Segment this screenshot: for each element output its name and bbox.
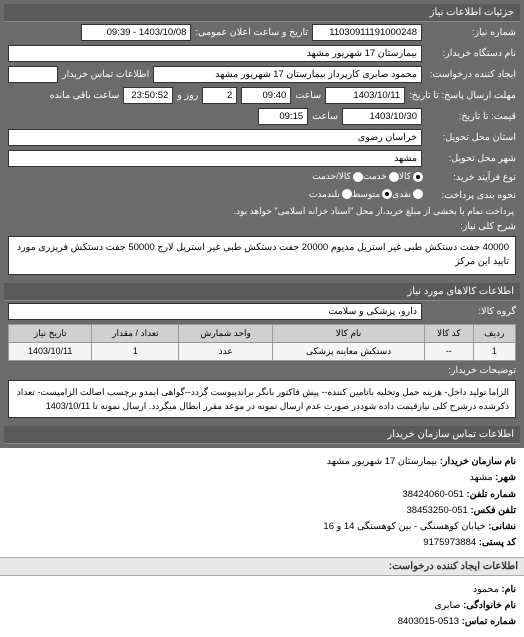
row-city: شهر محل تحویل: مشهد [4,148,520,169]
radio-circle-icon [413,189,423,199]
label-time1: ساعت [295,90,321,101]
table-cell: 1 [92,342,179,360]
label-requester: ایجاد کننده درخواست: [426,69,516,80]
label-org: نام دستگاه خریدار: [426,48,516,59]
row-keywords: شرح کلی نیاز: [4,219,520,234]
pay-note: پرداخت تمام یا بخشی از مبلغ خرید،از محل … [4,204,520,219]
radio-label: کالا/خدمت [312,171,351,182]
label-price-to: قیمت: تا تاریخ: [426,111,516,122]
radio-pay-نقدی[interactable]: نقدی [392,189,423,200]
table-header-cell: واحد شمارش [179,324,273,342]
contact-city: شهر: مشهد [8,470,516,486]
radio-circle-icon [389,172,399,182]
radio-label: متوسط [352,189,380,200]
label-announce: تاریخ و ساعت اعلان عمومی: [195,27,308,38]
radio-circle-icon [382,189,392,199]
table-header-cell: ردیف [473,324,516,342]
contact-post: کد پستی: 9175973884 [8,535,516,551]
radio-item-کالا[interactable]: کالا [399,171,423,182]
table-cell: عدد [179,342,273,360]
panel-header-goods: اطلاعات کالاهای مورد نیاز [4,283,520,301]
value-contact-info [8,66,58,83]
radio-pay-متوسط[interactable]: متوسط [352,189,392,200]
label-deadline: مهلت ارسال پاسخ: تا تاریخ: [409,90,516,101]
label-time2: ساعت [312,111,338,122]
label-city: شهر محل تحویل: [426,153,516,164]
contact-fax: تلفن فکس: 051-38453250 [8,503,516,519]
radio-circle-icon [413,172,423,182]
row-goods-group: گروه کالا: دارو، پزشکی و سلامت [4,301,520,322]
label-goods-group: گروه کالا: [426,306,516,317]
radio-label: خدمت [363,171,387,182]
table-header-row: ردیفکد کالانام کالاواحد شمارشتعداد / مقد… [9,324,516,342]
row-item-type: نوع فرآیند خرید: کالا خدمت کالا/خدمت [4,169,520,187]
radio-label: کالا [399,171,411,182]
label-remain: ساعت باقی مانده [50,90,120,101]
creator-name: نام: محمود [8,582,516,598]
contact-org: نام سازمان خریدار: بیمارستان 17 شهریور م… [8,454,516,470]
value-desc: الزاما تولید داخل- هزینه حمل وتخلیه باتا… [8,380,516,419]
table-header-cell: نام کالا [272,324,424,342]
row-desc: توضیحات خریدار: [4,363,520,378]
creator-header: اطلاعات ایجاد کننده درخواست: [0,557,524,576]
row-price-to: قیمت: تا تاریخ: 1403/10/30 ساعت 09:15 [4,106,520,127]
radio-circle-icon [353,172,363,182]
value-deadline-date: 1403/10/11 [325,87,405,104]
contact-addr: نشانی: خیابان کوهسنگی - بین کوهسنگی 14 و… [8,519,516,535]
radio-label: بلندمدت [309,189,340,200]
value-keywords: 40000 جفت دستکش طبی غیر استریل مدیوم 200… [8,236,516,275]
value-announce: 1403/10/08 - 09:39 [81,24,191,41]
radio-item-خدمت[interactable]: خدمت [363,171,399,182]
contact-tel: شماره تلفن: 051-38424060 [8,487,516,503]
radio-circle-icon [342,189,352,199]
row-req-no: شماره نیاز: 11030911191000248 تاریخ و سا… [4,22,520,43]
value-req-no: 11030911191000248 [312,24,422,41]
creator-phone: شماره تماس: 0513-8403015 [8,614,516,630]
table-cell: دستکش معاینه پزشکی [272,342,424,360]
row-place: استان محل تحویل: خراسان رضوی [4,127,520,148]
label-contact-info: اطلاعات تماس خریدار [62,69,149,80]
radio-item-کالا/خدمت[interactable]: کالا/خدمت [312,171,363,182]
label-days: روز و [177,90,198,101]
table-cell: -- [425,342,473,360]
radio-group-pay-type: نقدی متوسط بلندمدت [309,189,423,203]
label-desc: توضیحات خریدار: [426,365,516,376]
table-header-cell: تاریخ نیاز [9,324,92,342]
value-city: مشهد [8,150,422,167]
table-row: 1--دستکش معاینه پزشکیعدد11403/10/11 [9,342,516,360]
value-remain-time: 23:50:52 [123,87,173,104]
creator-section: نام: محمود نام خانوادگی: صابری شماره تما… [0,576,524,636]
value-price-date: 1403/10/30 [342,108,422,125]
label-keywords: شرح کلی نیاز: [426,221,516,232]
row-pay-type: نحوه بندی پرداخت: نقدی متوسط بلندمدت [4,187,520,205]
radio-label: نقدی [392,189,411,200]
value-price-time: 09:15 [258,108,308,125]
radio-pay-بلندمدت[interactable]: بلندمدت [309,189,352,200]
label-req-no: شماره نیاز: [426,27,516,38]
label-item-type: نوع فرآیند خرید: [426,172,516,183]
row-org: نام دستگاه خریدار: بیمارستان 17 شهریور م… [4,43,520,64]
panel-header-contact: اطلاعات تماس سازمان خریدار [4,426,520,444]
goods-table: ردیفکد کالانام کالاواحد شمارشتعداد / مقد… [8,324,516,361]
value-goods-group: دارو، پزشکی و سلامت [8,303,422,320]
table-cell: 1403/10/11 [9,342,92,360]
panel-header-details: جزئیات اطلاعات نیاز [4,4,520,22]
label-pay-type: نحوه بندی پرداخت: [426,190,516,201]
label-place: استان محل تحویل: [426,132,516,143]
value-org: بیمارستان 17 شهریور مشهد [8,45,422,62]
details-panel: جزئیات اطلاعات نیاز شماره نیاز: 11030911… [0,0,524,448]
value-place: خراسان رضوی [8,129,422,146]
table-cell: 1 [473,342,516,360]
value-requester: محمود صابری کارپرداز بیمارستان 17 شهریور… [153,66,422,83]
contact-section: نام سازمان خریدار: بیمارستان 17 شهریور م… [0,448,524,557]
creator-family: نام خانوادگی: صابری [8,598,516,614]
table-header-cell: تعداد / مقدار [92,324,179,342]
value-deadline-time: 09:40 [241,87,291,104]
value-days: 2 [202,87,237,104]
table-header-cell: کد کالا [425,324,473,342]
radio-group-item-type: کالا خدمت کالا/خدمت [312,171,423,185]
row-requester: ایجاد کننده درخواست: محمود صابری کارپردا… [4,64,520,85]
row-deadline: مهلت ارسال پاسخ: تا تاریخ: 1403/10/11 سا… [4,85,520,106]
